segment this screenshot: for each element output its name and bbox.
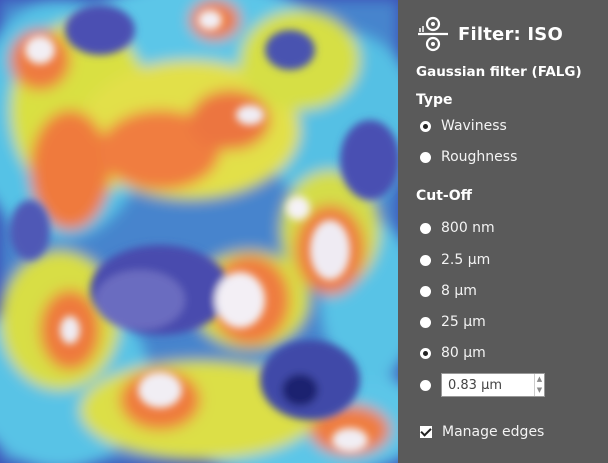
cutoff-option-label: 2.5 µm [441,252,491,268]
radio-icon[interactable] [420,379,431,391]
radio-icon[interactable] [420,316,431,328]
radio-icon[interactable] [420,222,431,234]
spinner-up-icon[interactable]: ▲ [536,375,543,383]
panel-header: Filter: ISO [416,14,563,54]
custom-cutoff-stepper[interactable]: ▲ ▼ [441,373,545,397]
filter-settings-panel: Filter: ISO Gaussian filter (FALG) Type … [398,0,608,463]
cutoff-option-25um[interactable]: 25 µm [420,314,486,330]
cutoff-option-800nm[interactable]: 800 nm [420,220,495,236]
type-option-waviness[interactable]: Waviness [420,118,507,134]
cutoff-option-label: 25 µm [441,314,486,330]
spinner-down-icon[interactable]: ▼ [536,386,543,394]
radio-icon[interactable] [420,151,431,163]
type-option-label: Waviness [441,118,507,134]
type-option-label: Roughness [441,149,518,165]
panel-title: Filter: ISO [458,23,563,45]
radio-icon[interactable] [420,285,431,297]
filter-method-label: Gaussian filter (FALG) [416,64,582,80]
type-heading: Type [416,92,453,108]
radio-selected-icon[interactable] [420,120,431,132]
type-option-roughness[interactable]: Roughness [420,149,517,165]
manage-edges-label: Manage edges [442,424,545,440]
cutoff-heading: Cut-Off [416,188,472,204]
stepper-buttons[interactable]: ▲ ▼ [534,374,544,396]
cutoff-option-80um[interactable]: 80 µm [420,345,486,361]
cutoff-option-label: 80 µm [441,345,486,361]
cutoff-option-label: 8 µm [441,283,477,299]
filter-icon [416,16,450,52]
cutoff-option-8um[interactable]: 8 µm [420,283,477,299]
cutoff-option-2-5um[interactable]: 2.5 µm [420,252,490,268]
checkbox-checked-icon[interactable] [420,426,432,438]
manage-edges-checkbox[interactable]: Manage edges [420,424,544,440]
custom-cutoff-input[interactable] [442,375,534,395]
cutoff-option-label: 800 nm [441,220,495,236]
cutoff-option-custom[interactable]: ▲ ▼ [420,373,545,397]
height-map-image [0,0,398,463]
radio-selected-icon[interactable] [420,347,431,359]
surface-height-map[interactable] [0,0,398,463]
radio-icon[interactable] [420,254,431,266]
